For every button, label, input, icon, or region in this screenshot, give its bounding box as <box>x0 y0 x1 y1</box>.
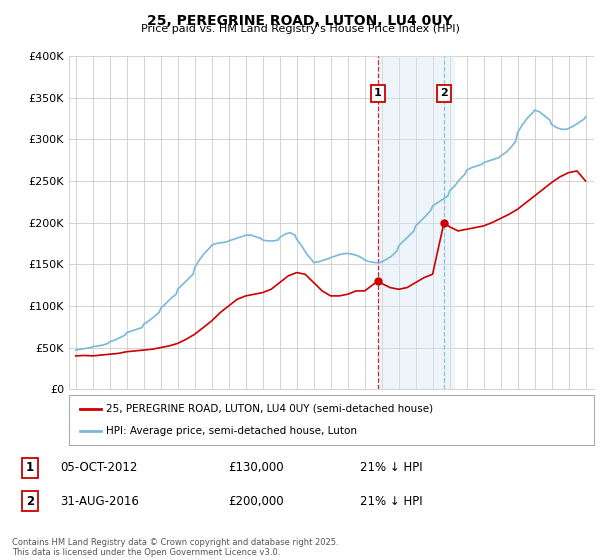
Text: 2: 2 <box>26 494 34 508</box>
Bar <box>378 56 455 389</box>
Text: 2: 2 <box>440 88 448 99</box>
Text: 1: 1 <box>374 88 382 99</box>
Text: 1: 1 <box>26 461 34 474</box>
Text: £130,000: £130,000 <box>228 461 284 474</box>
Text: 31-AUG-2016: 31-AUG-2016 <box>60 494 139 508</box>
Text: £200,000: £200,000 <box>228 494 284 508</box>
Text: 21% ↓ HPI: 21% ↓ HPI <box>360 461 422 474</box>
Text: 25, PEREGRINE ROAD, LUTON, LU4 0UY (semi-detached house): 25, PEREGRINE ROAD, LUTON, LU4 0UY (semi… <box>106 404 433 414</box>
Text: Price paid vs. HM Land Registry's House Price Index (HPI): Price paid vs. HM Land Registry's House … <box>140 24 460 34</box>
Text: HPI: Average price, semi-detached house, Luton: HPI: Average price, semi-detached house,… <box>106 426 357 436</box>
Text: 21% ↓ HPI: 21% ↓ HPI <box>360 494 422 508</box>
Text: 25, PEREGRINE ROAD, LUTON, LU4 0UY: 25, PEREGRINE ROAD, LUTON, LU4 0UY <box>147 14 453 28</box>
Text: Contains HM Land Registry data © Crown copyright and database right 2025.
This d: Contains HM Land Registry data © Crown c… <box>12 538 338 557</box>
Text: 05-OCT-2012: 05-OCT-2012 <box>60 461 137 474</box>
